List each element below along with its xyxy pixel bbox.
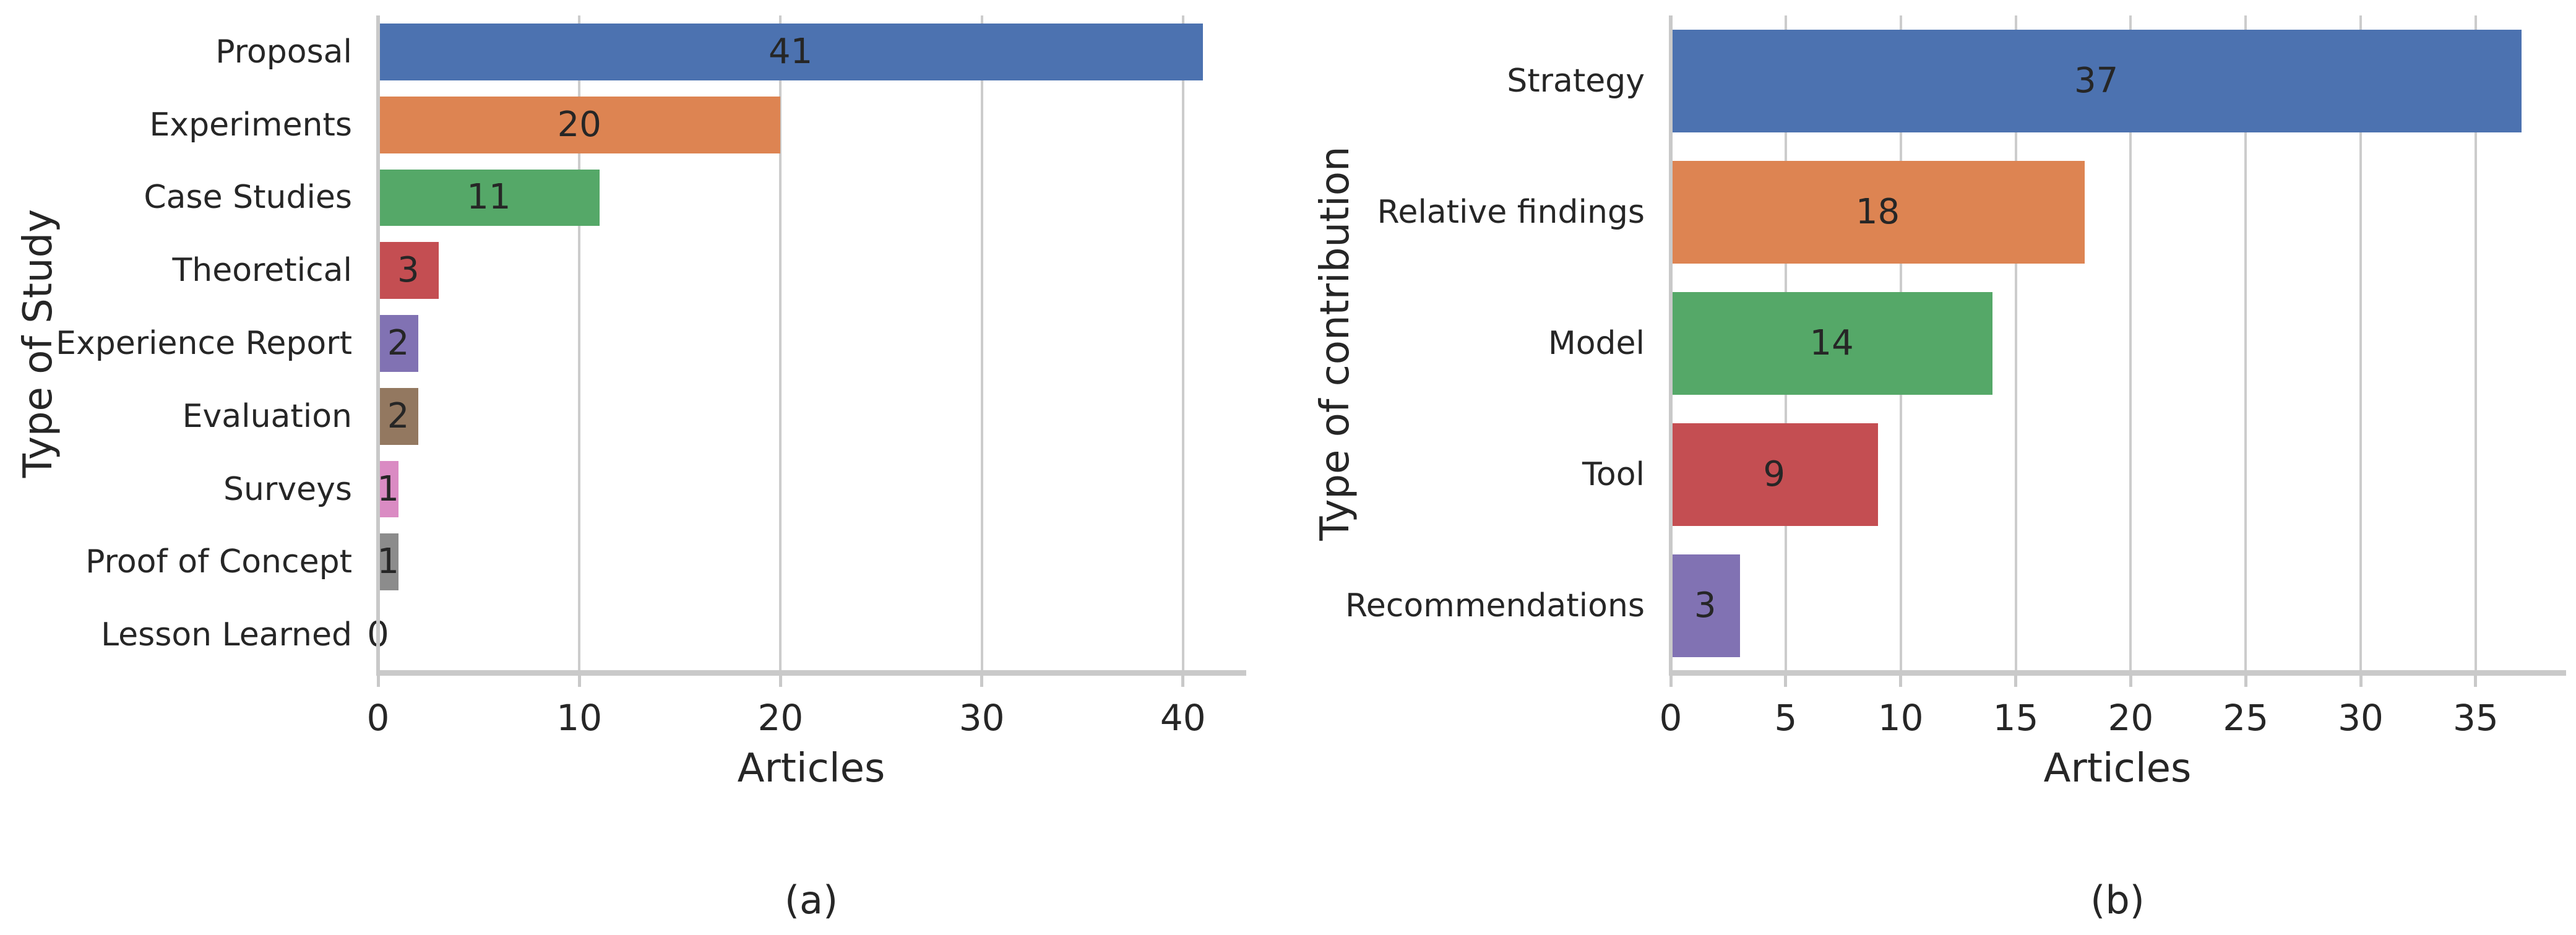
gridline [2244, 15, 2247, 671]
bar-value-label: 14 [1809, 323, 1854, 363]
bar-value-label: 2 [387, 395, 410, 436]
category-label: Surveys [223, 470, 352, 508]
bar [1671, 30, 2522, 132]
gridline [2359, 15, 2363, 671]
category-label: Proof of Concept [85, 543, 352, 581]
x-tick-label: 5 [1774, 697, 1798, 739]
x-tick-mark [1899, 676, 1903, 687]
bar [378, 533, 398, 591]
x-tick-label: 30 [2338, 697, 2384, 739]
x-tick-label: 15 [1992, 697, 2039, 739]
bar-value-label: 1 [377, 468, 400, 509]
bar-value-label: 2 [387, 323, 410, 363]
x-tick-label: 35 [2452, 697, 2499, 739]
bar-value-label: 1 [377, 541, 400, 582]
x-tick-mark [2244, 676, 2247, 687]
x-tick-label: 0 [1659, 697, 1682, 739]
axis-spine-bottom [1669, 670, 2566, 676]
x-tick-mark [1784, 676, 1788, 687]
category-label: Lesson Learned [101, 616, 352, 654]
bar [378, 169, 600, 226]
category-label: Theoretical [172, 252, 353, 290]
gridline [779, 15, 782, 671]
category-label: Model [1548, 325, 1645, 362]
bar-value-label: 9 [1763, 454, 1786, 494]
x-tick-mark [376, 676, 380, 687]
x-tick-label: 0 [366, 697, 390, 739]
category-label: Tool [1582, 456, 1645, 493]
bar [378, 315, 419, 372]
x-tick-label: 10 [556, 697, 603, 739]
x-tick-label: 20 [757, 697, 804, 739]
category-label: Strategy [1507, 62, 1645, 100]
bar-value-label: 41 [769, 31, 813, 72]
x-tick-mark [778, 676, 782, 687]
bar [378, 23, 1204, 80]
category-label: Experience Report [56, 325, 352, 362]
gridline [2474, 15, 2477, 671]
axis-spine-left [376, 15, 380, 671]
x-tick-mark [1669, 676, 1673, 687]
gridline [2014, 15, 2017, 671]
gridline [1181, 15, 1184, 671]
bar-value-label: 18 [1855, 192, 1900, 232]
x-tick-label: 25 [2223, 697, 2269, 739]
x-axis-title-right: Articles [2043, 746, 2192, 791]
y-axis-title-right: Type of contribution [1312, 146, 1358, 541]
bar-value-label: 3 [397, 250, 420, 291]
bar [1671, 554, 1740, 657]
category-label: Proposal [215, 33, 352, 71]
x-axis-title-left: Articles [737, 746, 885, 791]
gridline [980, 15, 983, 671]
category-label: Evaluation [182, 397, 352, 435]
bar [1671, 292, 1993, 395]
x-tick-mark [1181, 676, 1185, 687]
bar-value-label: 20 [557, 104, 601, 145]
bar [1671, 161, 2085, 264]
category-label: Case Studies [144, 179, 352, 217]
x-tick-label: 20 [2108, 697, 2154, 739]
x-tick-label: 30 [958, 697, 1005, 739]
chart-caption-a: (a) [784, 877, 838, 923]
bar [378, 242, 439, 299]
x-tick-mark [2359, 676, 2363, 687]
x-tick-mark [577, 676, 581, 687]
category-label: Relative findings [1377, 194, 1645, 231]
bar [378, 460, 398, 518]
x-tick-mark [2129, 676, 2132, 687]
category-label: Experiments [149, 106, 352, 144]
x-tick-label: 10 [1877, 697, 1924, 739]
gridline [578, 15, 581, 671]
x-tick-mark [2474, 676, 2478, 687]
bar-value-label: 37 [2074, 61, 2119, 101]
bar-value-label: 3 [1694, 585, 1717, 626]
axis-spine-left [1669, 15, 1673, 671]
x-tick-label: 40 [1160, 697, 1206, 739]
category-label: Recommendations [1345, 587, 1645, 624]
x-tick-mark [980, 676, 984, 687]
bar-value-label: 11 [467, 177, 511, 218]
bar [378, 96, 781, 153]
bar [1671, 423, 1878, 526]
chart-caption-b: (b) [2090, 877, 2145, 923]
gridline [2129, 15, 2132, 671]
x-tick-mark [2014, 676, 2018, 687]
axis-spine-bottom [376, 670, 1246, 676]
bar [378, 387, 419, 445]
